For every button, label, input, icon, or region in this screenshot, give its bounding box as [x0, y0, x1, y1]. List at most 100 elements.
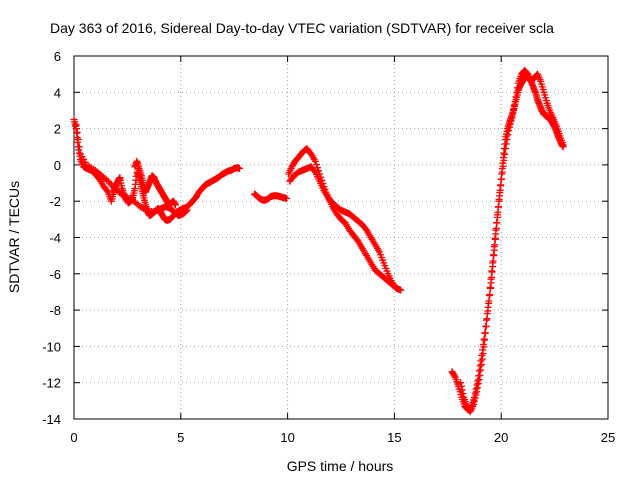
data-point-marker: [236, 165, 244, 173]
data-point-marker: [501, 145, 509, 153]
data-point-marker: [496, 189, 504, 197]
y-tick-label: -2: [49, 194, 61, 209]
y-tick-label: 4: [54, 85, 61, 100]
data-point-marker: [510, 101, 518, 109]
data-point-marker: [473, 388, 481, 396]
data-point-marker: [513, 84, 521, 92]
data-point-marker: [485, 299, 493, 307]
data-point-marker: [505, 123, 513, 131]
data-point-marker: [508, 114, 516, 122]
data-point-marker: [470, 397, 478, 405]
y-tick-label: -10: [42, 339, 61, 354]
data-point-marker: [509, 110, 517, 118]
data-point-marker: [503, 135, 511, 143]
data-point-marker: [505, 126, 513, 134]
data-point-marker: [484, 307, 492, 315]
y-tick-label: -6: [49, 267, 61, 282]
data-point-marker: [311, 157, 319, 165]
y-tick-label: 2: [54, 122, 61, 137]
y-tick-label: -4: [49, 231, 61, 246]
data-point-marker: [72, 121, 80, 129]
data-point-marker: [103, 187, 111, 195]
data-point-marker: [559, 141, 567, 149]
data-point-marker: [489, 251, 497, 259]
data-point-marker: [480, 343, 488, 351]
data-point-marker: [474, 380, 482, 388]
data-point-marker: [472, 391, 480, 399]
y-tick-label: -8: [49, 303, 61, 318]
data-point-marker: [475, 376, 483, 384]
x-tick-label: 0: [70, 430, 77, 445]
data-point-marker: [391, 283, 399, 291]
data-point-marker: [485, 292, 493, 300]
data-point-marker: [73, 128, 81, 136]
data-point-marker: [74, 135, 82, 143]
data-point-marker: [495, 195, 503, 203]
data-point-marker: [488, 267, 496, 275]
data-point-marker: [479, 350, 487, 358]
data-point-marker: [478, 355, 486, 363]
data-point-marker: [512, 93, 520, 101]
series-8: [457, 67, 567, 416]
data-point-marker: [458, 386, 466, 394]
data-point-marker: [182, 207, 190, 215]
data-point-marker: [494, 203, 502, 211]
data-point-marker: [476, 371, 484, 379]
data-point-marker: [103, 176, 111, 184]
data-point-marker: [477, 361, 485, 369]
data-point-marker: [493, 219, 501, 227]
grid: [74, 56, 608, 419]
y-tick-label: 0: [54, 158, 61, 173]
y-axis-label: SDTVAR / TECUs: [6, 181, 22, 293]
y-tick-label: 6: [54, 49, 61, 64]
data-point-marker: [482, 322, 490, 330]
x-tick-label: 20: [494, 430, 508, 445]
x-tick-label: 10: [280, 430, 294, 445]
data-point-marker: [457, 379, 465, 387]
x-tick-label: 25: [601, 430, 615, 445]
x-tick-label: 5: [177, 430, 184, 445]
data-point-marker: [498, 168, 506, 176]
data-point-marker: [481, 329, 489, 337]
data-point-marker: [489, 259, 497, 267]
data-point-marker: [457, 382, 465, 390]
data-point-marker: [487, 275, 495, 283]
data-point-marker: [141, 205, 149, 213]
data-point-marker: [491, 234, 499, 242]
series-3: [131, 157, 179, 209]
data-point-marker: [493, 211, 501, 219]
data-point-marker: [500, 156, 508, 164]
data-point-marker: [509, 106, 517, 114]
series-2: [72, 121, 191, 220]
data-point-marker: [502, 140, 510, 148]
x-axis-label: GPS time / hours: [287, 458, 394, 474]
data-point-marker: [310, 167, 318, 175]
data-point-marker: [481, 336, 489, 344]
data-point-marker: [477, 366, 485, 374]
series-6: [286, 163, 401, 292]
series-4: [250, 190, 291, 204]
data-point-marker: [513, 88, 521, 96]
data-point-marker: [312, 160, 320, 168]
data-point-marker: [393, 284, 401, 292]
axis-ticks: 0 5 10 15 20 25 -14 -12 -10 -8 -6 -4 -2 0 2 4 6: [42, 49, 615, 445]
data-point-marker: [504, 131, 512, 139]
data-point-marker: [497, 182, 505, 190]
data-point-marker: [171, 201, 179, 209]
data-point-marker: [459, 390, 467, 398]
data-points: [70, 67, 567, 416]
data-point-marker: [283, 194, 291, 202]
data-point-marker: [499, 162, 507, 170]
data-point-marker: [492, 226, 500, 234]
data-point-marker: [75, 143, 83, 151]
data-point-marker: [397, 286, 405, 294]
data-point-marker: [507, 117, 515, 125]
y-tick-label: -12: [42, 376, 61, 391]
data-point-marker: [497, 175, 505, 183]
data-point-marker: [501, 150, 509, 158]
data-point-marker: [486, 283, 494, 291]
chart-title: Day 363 of 2016, Sidereal Day-to-day VTE…: [50, 20, 554, 36]
data-point-marker: [490, 243, 498, 251]
y-tick-label: -14: [42, 412, 61, 427]
